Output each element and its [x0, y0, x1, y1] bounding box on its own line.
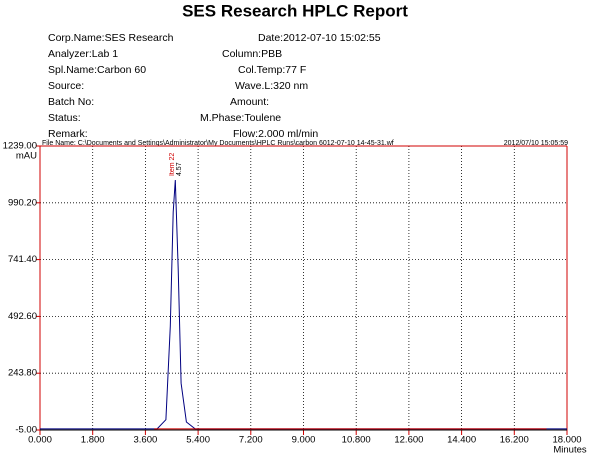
x-tick-label: 1.800: [81, 435, 105, 446]
x-axis-label: Minutes: [553, 445, 587, 456]
x-tick-label: 10.800: [342, 435, 371, 446]
header-field: Amount:: [230, 96, 269, 108]
header-field: Wave.L:320 nm: [235, 80, 308, 92]
file-name: File Name: C:\Documents and Settings\Adm…: [42, 140, 394, 147]
header-field: Source:: [48, 80, 84, 92]
y-tick-label: 1239.00: [3, 141, 37, 152]
x-tick-label: 18.000: [552, 435, 581, 446]
y-tick-label: -5.00: [15, 425, 37, 436]
header-field: M.Phase:Toulene: [200, 112, 281, 124]
header-field: Status:: [48, 112, 81, 124]
x-tick-label: 7.200: [239, 435, 263, 446]
peak-time: 4.57: [176, 162, 183, 176]
header-field: Batch No:: [48, 96, 94, 108]
peak-label: Item 22: [169, 153, 176, 176]
header-field: Flow:2.000 ml/min: [233, 128, 318, 140]
header-field: Remark:: [48, 128, 88, 140]
x-tick-label: 5.400: [186, 435, 210, 446]
y-tick-label: 492.60: [8, 311, 37, 322]
x-tick-label: 3.600: [134, 435, 158, 446]
x-tick-label: 16.200: [500, 435, 529, 446]
x-tick-label: 12.600: [394, 435, 423, 446]
x-tick-label: 9.000: [292, 435, 316, 446]
print-date: 2012/07/10 15:05:59: [504, 140, 568, 147]
y-tick-label: 243.80: [8, 368, 37, 379]
header-field: Corp.Name:SES Research: [48, 32, 174, 44]
y-tick-label: 741.40: [8, 254, 37, 265]
x-tick-label: 0.000: [28, 435, 52, 446]
header-field: Spl.Name:Carbon 60: [48, 64, 146, 76]
trace: [40, 179, 567, 430]
header-field: Date:2012-07-10 15:02:55: [258, 32, 381, 44]
y-tick-label: 990.20: [8, 197, 37, 208]
report-title: SES Research HPLC Report: [182, 1, 408, 20]
header-field: Analyzer:Lab 1: [48, 48, 118, 60]
header-field: Col.Temp:77 F: [238, 64, 306, 76]
x-tick-label: 14.400: [447, 435, 476, 446]
header-field: Column:PBB: [222, 48, 282, 60]
y-axis-label: mAU: [16, 151, 37, 162]
